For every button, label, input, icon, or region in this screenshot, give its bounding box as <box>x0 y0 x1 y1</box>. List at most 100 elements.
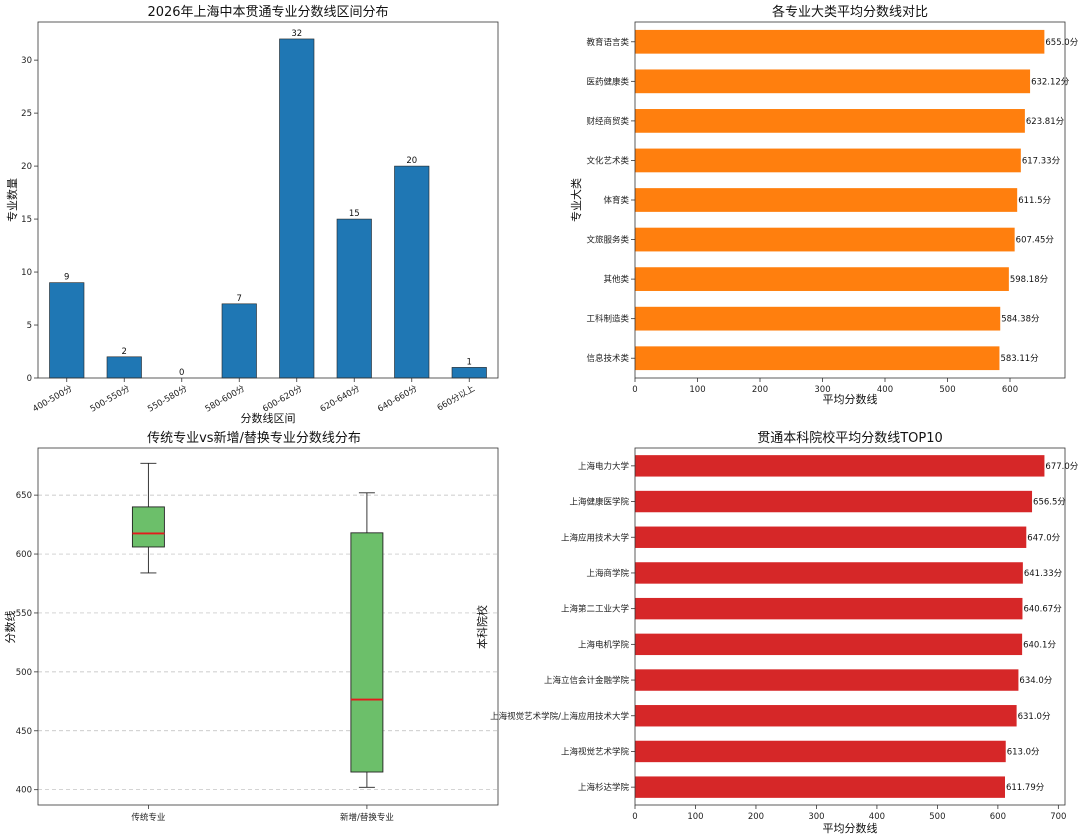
chart-4-data-label: 611.79分 <box>1006 783 1045 793</box>
chart-1-data-label: 20 <box>406 156 417 166</box>
chart-2-bar <box>635 267 1009 291</box>
chart-2-data-label: 607.45分 <box>1016 236 1055 246</box>
chart-4-bar <box>635 740 1006 763</box>
chart-2-bar <box>635 69 1031 94</box>
chart-1-frame <box>37 21 499 379</box>
chart-1-xtick-label: 580-600分 <box>204 384 248 415</box>
chart-4-ytick-label: 上海电机学院 <box>578 639 630 650</box>
chart-2-ytick-label: 财经商贸类 <box>586 116 629 127</box>
chart-2-bars: 655.0分 632.12分 623.81分 617.33分 611.5分 607.45分… <box>635 29 1079 371</box>
chart-1-bar <box>394 165 430 379</box>
chart-2-ticks: 教育语言类医药健康类财经商贸类文化艺术类体育类文旅服务类其他类工科制造类信息技术… <box>586 37 1018 395</box>
chart-1-data-label: 7 <box>237 294 242 304</box>
chart-4: 贯通本科院校平均分数线TOP10 677.0分 656.5分 647.0分 641.3… <box>475 430 1079 835</box>
chart-4-ytick-label: 上海健康医学院 <box>569 497 629 508</box>
chart-4-bar <box>635 633 1023 656</box>
chart-1-xlabel: 分数线区间 <box>241 411 296 425</box>
chart-1-bar <box>279 38 315 379</box>
chart-2-bar <box>635 306 1001 331</box>
chart-3-ticks: 400 450 500 550 600 650 传统专业 新增/替换专业 <box>16 491 394 823</box>
chart-2-data-label: 611.5分 <box>1018 196 1051 206</box>
chart-3-ytick-label: 650 <box>16 491 32 501</box>
chart-3-ytick-label: 550 <box>16 609 32 619</box>
chart-1-ylabel: 专业数量 <box>5 178 19 222</box>
chart-4-data-label: 640.1分 <box>1023 640 1056 650</box>
chart-4-bar <box>635 562 1023 584</box>
chart-4-data-label: 641.33分 <box>1024 569 1063 579</box>
chart-1-title: 2026年上海中本贯通专业分数线区间分布 <box>147 5 388 20</box>
chart-1-xtick-label: 400-500分 <box>31 384 75 415</box>
chart-3-title: 传统专业vs新增/替换专业分数线分布 <box>147 430 361 446</box>
chart-4-ytick-label: 上海第二工业大学 <box>561 604 630 615</box>
chart-4-xtick-label: 600 <box>990 812 1006 822</box>
chart-2-ytick-label: 医药健康类 <box>586 76 629 87</box>
chart-2-bar <box>635 188 1018 212</box>
chart-1-ytick-label: 25 <box>21 109 32 119</box>
chart-2-ytick-label: 其他类 <box>603 274 629 285</box>
chart-4-title: 贯通本科院校平均分数线TOP10 <box>757 430 943 446</box>
chart-3-box <box>131 506 165 548</box>
chart-3-ytick-label: 600 <box>16 550 32 560</box>
chart-2-ytick-label: 工科制造类 <box>586 314 629 325</box>
chart-2-data-label: 632.12分 <box>1031 77 1070 87</box>
chart-4-ytick-label: 上海商学院 <box>586 568 629 579</box>
chart-4-bars: 677.0分 656.5分 647.0分 641.33分 640.67分 640.1分 63… <box>635 455 1079 798</box>
chart-3-xtick-label: 新增/替换专业 <box>340 812 394 823</box>
chart-4-xtick-label: 200 <box>748 812 764 822</box>
chart-1-ytick-label: 30 <box>21 56 32 66</box>
chart-1-data-label: 32 <box>291 29 302 39</box>
chart-1-ytick-label: 10 <box>21 268 32 278</box>
chart-3-xtick-label: 传统专业 <box>131 812 165 823</box>
chart-2-ytick-label: 教育语言类 <box>586 37 629 48</box>
chart-2-xtick-label: 200 <box>752 385 768 395</box>
chart-1-bar <box>49 282 85 379</box>
chart-3-ytick-label: 450 <box>16 727 32 737</box>
chart-2-bar <box>635 109 1025 133</box>
chart-1-data-label: 2 <box>122 347 127 357</box>
chart-2-xtick-label: 600 <box>1002 385 1018 395</box>
chart-2-xtick-label: 400 <box>877 385 893 395</box>
chart-1-data-label: 0 <box>179 368 184 378</box>
chart-4-data-label: 631.0分 <box>1018 712 1051 722</box>
chart-1-ytick-label: 20 <box>21 162 32 172</box>
chart-4-ylabel: 本科院校 <box>475 605 489 649</box>
chart-4-data-label: 647.0分 <box>1027 533 1060 543</box>
chart-2-bar <box>635 227 1015 252</box>
chart-4-xtick-label: 500 <box>929 812 945 822</box>
chart-1-xtick-label: 500-550分 <box>89 384 133 415</box>
chart-4-data-label: 634.0分 <box>1019 676 1052 686</box>
chart-1-xtick-label: 620-640分 <box>319 384 363 415</box>
chart-4-ytick-label: 上海应用技术大学 <box>561 532 630 543</box>
chart-4-xtick-label: 0 <box>632 812 637 822</box>
chart-3-grid <box>38 494 498 791</box>
chart-4-bar <box>635 490 1033 513</box>
chart-2-data-label: 584.38分 <box>1001 315 1040 325</box>
chart-2-data-label: 583.11分 <box>1000 354 1039 364</box>
chart-4-data-label: 640.67分 <box>1023 605 1062 615</box>
chart-1-data-label: 1 <box>467 357 472 367</box>
chart-2-xtick-label: 300 <box>814 385 830 395</box>
chart-2-xlabel: 平均分数线 <box>823 392 878 406</box>
chart-4-ytick-label: 上海立信会计金融学院 <box>544 675 630 686</box>
chart-1-bar <box>106 356 142 379</box>
chart-2: 各专业大类平均分数线对比 655.0分 632.12分 623.81分 617.33分… <box>569 4 1079 406</box>
chart-2-data-label: 655.0分 <box>1045 38 1078 48</box>
chart-4-data-label: 613.0分 <box>1007 747 1040 757</box>
chart-2-xtick-label: 500 <box>939 385 955 395</box>
chart-4-data-label: 677.0分 <box>1045 462 1078 472</box>
chart-2-data-label: 623.81分 <box>1026 117 1065 127</box>
chart-1-xtick-label: 550-580分 <box>146 384 190 415</box>
chart-2-ytick-label: 文旅服务类 <box>586 235 629 246</box>
chart-1-bar <box>221 303 257 379</box>
chart-2-data-label: 617.33分 <box>1022 156 1061 166</box>
chart-4-ytick-label: 上海视觉艺术学院/上海应用技术大学 <box>490 711 629 722</box>
chart-1-data-label: 15 <box>349 209 360 219</box>
chart-4-ytick-label: 上海杉达学院 <box>578 782 630 793</box>
chart-2-ytick-label: 文化艺术类 <box>586 155 629 166</box>
chart-4-bar <box>635 669 1019 691</box>
chart-4-bar <box>635 455 1045 477</box>
